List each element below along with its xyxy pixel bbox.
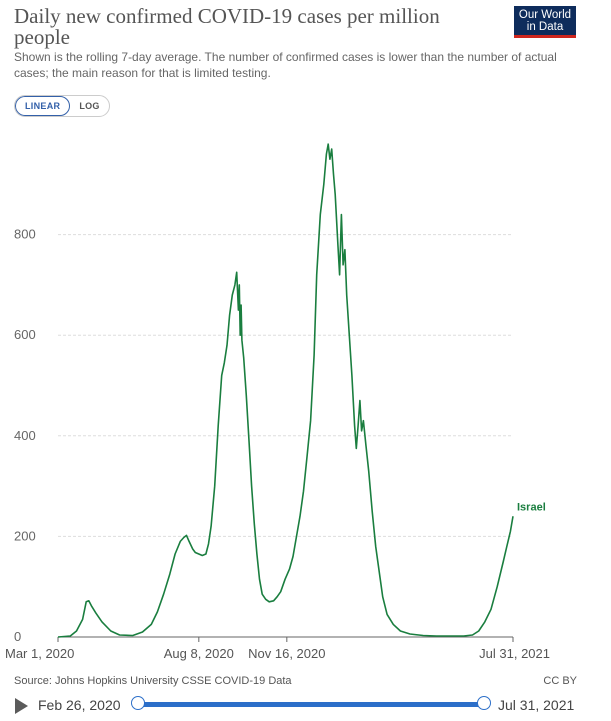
timeline-end-handle[interactable]	[477, 696, 491, 710]
chart-subtitle: Shown is the rolling 7-day average. The …	[14, 50, 557, 80]
series-label-israel: Israel	[517, 501, 546, 513]
x-tick-label: Mar 1, 2020	[5, 646, 74, 661]
y-tick-label: 200	[14, 528, 36, 543]
y-axis-ticks: 0 200 400 600 800	[14, 227, 36, 644]
line-chart: 0 200 400 600 800 Mar 1, 2020 Aug 8, 2020 Nov …	[5, 143, 550, 661]
source-note[interactable]: Source: Johns Hopkins University CSSE CO…	[14, 675, 292, 687]
x-tick-label: Jul 31, 2021	[479, 646, 550, 661]
timeline-slider: Feb 26, 2020 Jul 31, 2021	[0, 692, 611, 721]
x-tick-label: Nov 16, 2020	[248, 646, 325, 661]
owid-logo[interactable]: Our World in Data	[514, 6, 576, 38]
logo-line-2: in Data	[526, 21, 564, 33]
y-tick-label: 800	[14, 227, 36, 242]
x-axis-ticks: Mar 1, 2020 Aug 8, 2020 Nov 16, 2020 Jul 31…	[5, 637, 550, 661]
chart-title: Daily new confirmed COVID-19 cases per m…	[14, 4, 440, 49]
timeline-start-handle[interactable]	[131, 696, 145, 710]
y-tick-label: 0	[14, 629, 21, 644]
timeline-track[interactable]	[138, 702, 484, 707]
log-scale-button[interactable]: LOG	[79, 101, 100, 111]
y-tick-label: 600	[14, 327, 36, 342]
play-icon[interactable]	[15, 698, 28, 714]
scale-toggle: LINEAR LOG	[14, 95, 110, 117]
timeline-end-date: Jul 31, 2021	[498, 697, 575, 713]
timeline-start-date: Feb 26, 2020	[38, 697, 121, 713]
grid-layer	[58, 234, 513, 638]
logo-line-1: Our World	[518, 9, 572, 21]
y-tick-label: 400	[14, 428, 36, 443]
license-link[interactable]: CC BY	[543, 675, 577, 687]
x-tick-label: Aug 8, 2020	[164, 646, 234, 661]
linear-scale-button[interactable]: LINEAR	[15, 96, 71, 116]
series-line-israel[interactable]	[57, 143, 514, 638]
